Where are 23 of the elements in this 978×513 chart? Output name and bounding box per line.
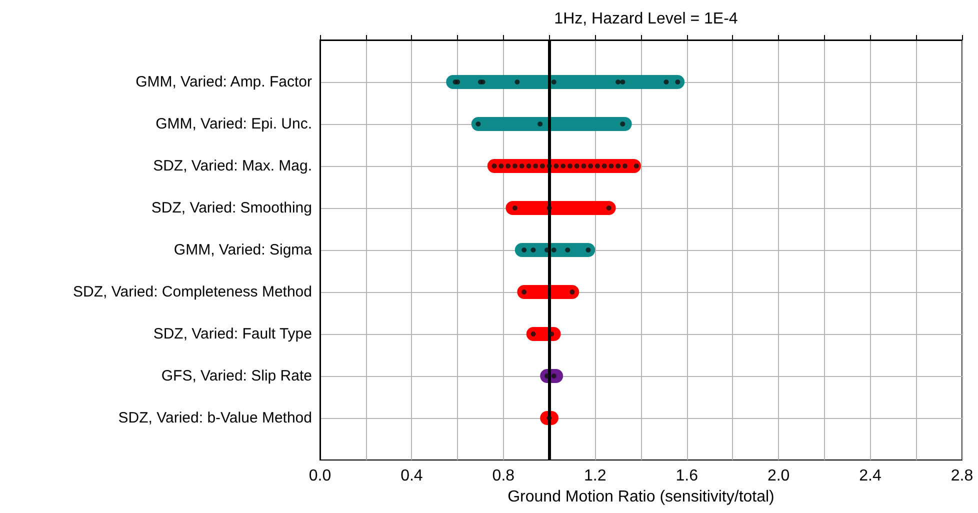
bar — [471, 117, 632, 131]
y-tick-label: GFS, Varied: Slip Rate — [161, 368, 312, 384]
x-axis-title: Ground Motion Ratio (sensitivity/total) — [508, 488, 774, 506]
x-tick-label: 0.8 — [492, 468, 515, 484]
y-tick-label: SDZ, Varied: Completeness Method — [73, 284, 312, 300]
x-tick-label: 0.0 — [308, 468, 332, 484]
y-tick-label: SDZ, Varied: Max. Mag. — [153, 158, 312, 174]
y-tick-label: GMM, Varied: Epi. Unc. — [156, 116, 312, 132]
y-tick-label: SDZ, Varied: Smoothing — [151, 200, 312, 216]
x-tick-label: 2.8 — [950, 468, 974, 484]
x-tick-label: 1.6 — [676, 468, 698, 484]
y-tick-label: GMM, Varied: Sigma — [174, 242, 313, 258]
bar — [506, 201, 616, 215]
chart-title: 1Hz, Hazard Level = 1E-4 — [554, 10, 738, 28]
x-tick-label: 0.4 — [400, 468, 423, 484]
x-tick-label: 1.2 — [584, 468, 606, 484]
y-tick-label: GMM, Varied: Amp. Factor — [136, 74, 312, 90]
bar — [517, 285, 580, 299]
y-tick-label: SDZ, Varied: Fault Type — [153, 326, 312, 342]
y-tick-label: SDZ, Varied: b-Value Method — [118, 410, 312, 426]
x-tick-label: 2.0 — [767, 468, 790, 484]
x-tick-label: 2.4 — [859, 468, 882, 484]
bar — [446, 75, 685, 89]
